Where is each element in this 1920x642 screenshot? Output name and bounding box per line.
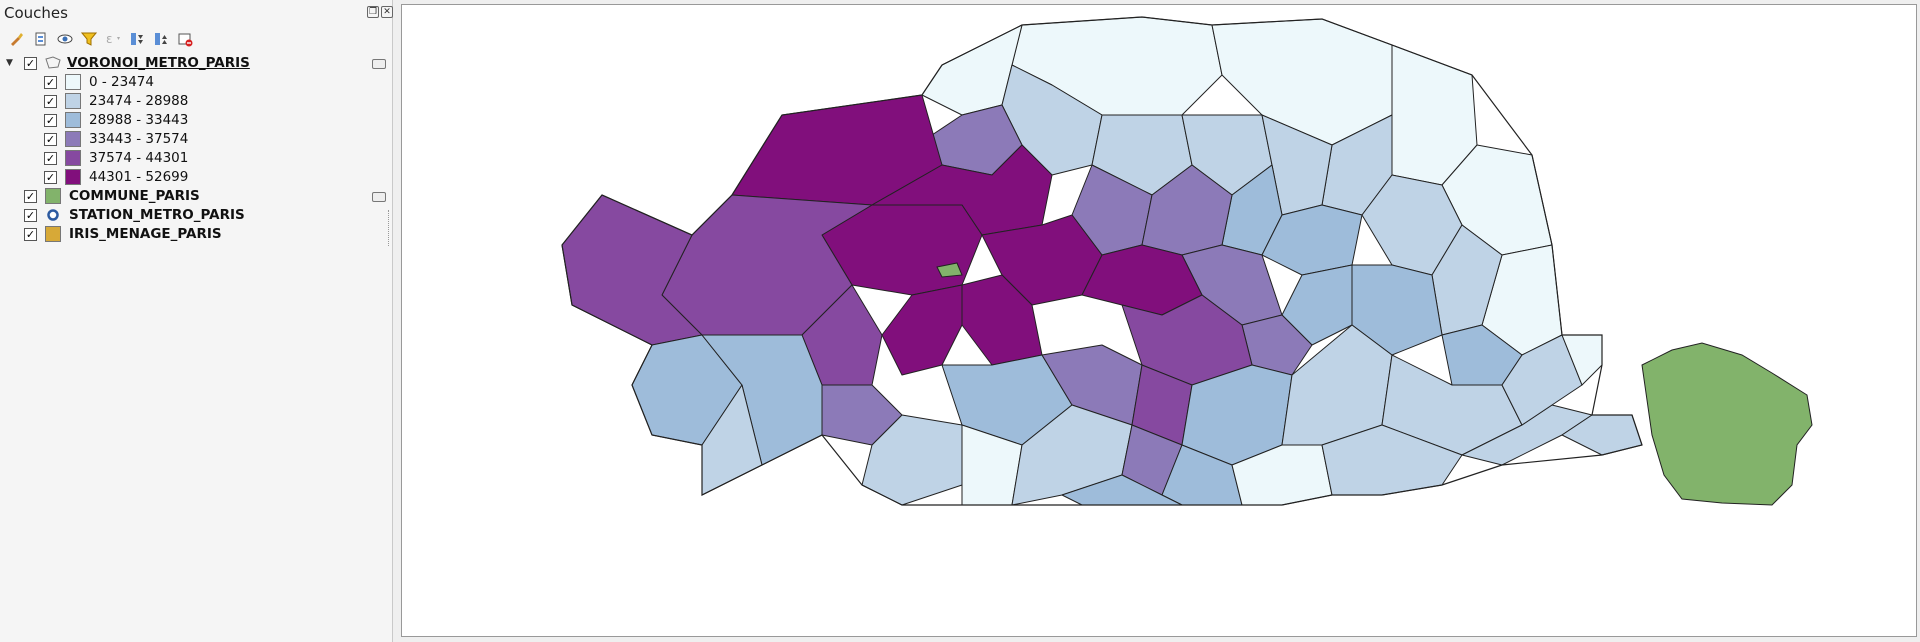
- remove-layer-icon[interactable]: [176, 30, 194, 48]
- class-4-label: 33443 - 37574: [89, 131, 189, 147]
- class-3-swatch: [65, 112, 81, 128]
- point-symbol-icon: [47, 209, 59, 221]
- voronoi-cell: [981, 214, 1103, 306]
- class-2-label: 23474 - 28988: [89, 93, 189, 109]
- layer-voronoi-name: VORONOI_METRO_PARIS: [67, 55, 250, 71]
- layers-toolbar: ε: [8, 29, 194, 49]
- commune-swatch: [45, 188, 61, 204]
- class-5-checkbox[interactable]: ✓: [44, 151, 57, 165]
- panel-title: Couches: [4, 4, 68, 22]
- layer-commune-name: COMMUNE_PARIS: [69, 188, 200, 204]
- iris-swatch: [45, 226, 61, 242]
- svg-text:ε: ε: [106, 32, 113, 46]
- layer-voronoi[interactable]: ✓ VORONOI_METRO_PARIS: [24, 54, 250, 72]
- class-3-label: 28988 - 33443: [89, 112, 189, 128]
- class-4-checkbox[interactable]: ✓: [44, 132, 57, 146]
- filter-icon[interactable]: [80, 30, 98, 48]
- legend-class-1[interactable]: ✓ 0 - 23474: [44, 73, 154, 91]
- legend-toggle-icon[interactable]: [372, 192, 386, 202]
- class-1-swatch: [65, 74, 81, 90]
- class-5-swatch: [65, 150, 81, 166]
- paris-boundary: [561, 16, 1643, 506]
- add-group-icon[interactable]: [32, 30, 50, 48]
- filter-expression-icon[interactable]: ε: [104, 30, 122, 48]
- map-canvas[interactable]: [401, 4, 1917, 637]
- class-2-checkbox[interactable]: ✓: [44, 94, 57, 108]
- layer-station-checkbox[interactable]: ✓: [24, 208, 37, 222]
- legend-class-3[interactable]: ✓ 28988 - 33443: [44, 111, 188, 129]
- layer-iris-name: IRIS_MENAGE_PARIS: [69, 226, 222, 242]
- layers-panel: Couches ❐ ✕ ε ▼ ✓: [0, 0, 393, 642]
- legend-class-5[interactable]: ✓ 37574 - 44301: [44, 149, 188, 167]
- style-manager-icon[interactable]: [8, 30, 26, 48]
- float-panel-icon[interactable]: ❐: [367, 6, 379, 18]
- legend-class-6[interactable]: ✓ 44301 - 52699: [44, 168, 188, 186]
- collapse-all-icon[interactable]: [152, 30, 170, 48]
- layer-iris[interactable]: ✓ IRIS_MENAGE_PARIS: [24, 225, 222, 243]
- panel-resize-grip[interactable]: [388, 210, 392, 246]
- class-6-checkbox[interactable]: ✓: [44, 170, 57, 184]
- voronoi-cell: [1281, 264, 1353, 346]
- voronoi-cell: [881, 284, 963, 376]
- legend-toggle-icon[interactable]: [372, 59, 386, 69]
- layer-station[interactable]: ✓ STATION_METRO_PARIS: [24, 206, 245, 224]
- layer-station-name: STATION_METRO_PARIS: [69, 207, 245, 223]
- layer-iris-checkbox[interactable]: ✓: [24, 227, 37, 241]
- class-4-swatch: [65, 131, 81, 147]
- expand-all-icon[interactable]: [128, 30, 146, 48]
- visibility-icon[interactable]: [56, 30, 74, 48]
- commune-patch: [936, 262, 963, 278]
- class-3-checkbox[interactable]: ✓: [44, 113, 57, 127]
- class-1-checkbox[interactable]: ✓: [44, 75, 57, 89]
- layer-commune[interactable]: ✓ COMMUNE_PARIS: [24, 187, 200, 205]
- legend-class-2[interactable]: ✓ 23474 - 28988: [44, 92, 188, 110]
- legend-class-4[interactable]: ✓ 33443 - 37574: [44, 130, 188, 148]
- collapse-arrow-icon[interactable]: ▼: [6, 58, 13, 68]
- class-6-label: 44301 - 52699: [89, 169, 189, 185]
- class-1-label: 0 - 23474: [89, 74, 154, 90]
- class-6-swatch: [65, 169, 81, 185]
- class-2-swatch: [65, 93, 81, 109]
- layer-commune-checkbox[interactable]: ✓: [24, 189, 37, 203]
- paris-voronoi-map[interactable]: [402, 5, 1916, 636]
- layer-voronoi-checkbox[interactable]: ✓: [24, 56, 37, 70]
- class-5-label: 37574 - 44301: [89, 150, 189, 166]
- bois-vincennes-polygon: [1641, 342, 1813, 506]
- close-panel-icon[interactable]: ✕: [381, 6, 393, 18]
- polygon-layer-icon: [45, 56, 61, 69]
